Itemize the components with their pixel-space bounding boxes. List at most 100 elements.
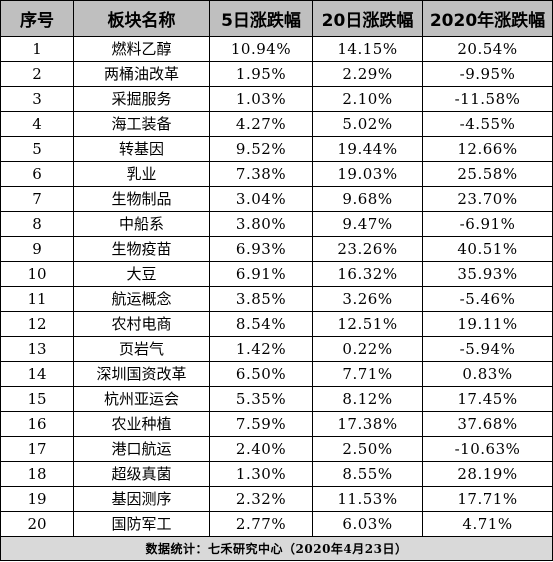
change-5day: 10.94% [209, 36, 313, 62]
header-index: 序号 [0, 0, 74, 37]
change-2020: -11.58% [422, 86, 553, 112]
row-index: 8 [0, 211, 74, 237]
row-index: 15 [0, 386, 74, 412]
table-row: 18 超级真菌 1.30% 8.55% 28.19% [0, 461, 553, 487]
sector-name: 杭州亚运会 [73, 386, 210, 412]
sector-name: 乳业 [73, 161, 210, 187]
change-20day: 0.22% [312, 336, 423, 362]
table-row: 13 页岩气 1.42% 0.22% -5.94% [0, 336, 553, 362]
sector-name: 采掘服务 [73, 86, 210, 112]
change-5day: 8.54% [209, 311, 313, 337]
table-row: 1 燃料乙醇 10.94% 14.15% 20.54% [0, 36, 553, 62]
row-index: 3 [0, 86, 74, 112]
change-20day: 6.03% [312, 511, 423, 537]
sector-name: 农业种植 [73, 411, 210, 437]
table-row: 12 农村电商 8.54% 12.51% 19.11% [0, 311, 553, 337]
header-row: 序号 板块名称 5日涨跌幅 20日涨跌幅 2020年涨跌幅 [0, 0, 553, 37]
row-index: 14 [0, 361, 74, 387]
change-5day: 3.80% [209, 211, 313, 237]
change-2020: 25.58% [422, 161, 553, 187]
row-index: 20 [0, 511, 74, 537]
table-body: 1 燃料乙醇 10.94% 14.15% 20.54% 2 两桶油改革 1.95% 2.29% -… [0, 36, 553, 537]
change-20day: 8.12% [312, 386, 423, 412]
sector-name: 深圳国资改革 [73, 361, 210, 387]
sector-name: 海工装备 [73, 111, 210, 137]
row-index: 6 [0, 161, 74, 187]
table-row: 2 两桶油改革 1.95% 2.29% -9.95% [0, 61, 553, 87]
row-index: 11 [0, 286, 74, 312]
row-index: 10 [0, 261, 74, 287]
change-20day: 12.51% [312, 311, 423, 337]
change-5day: 3.04% [209, 186, 313, 212]
header-sector-name: 板块名称 [73, 0, 210, 37]
header-5day-change: 5日涨跌幅 [209, 0, 313, 37]
sector-name: 燃料乙醇 [73, 36, 210, 62]
table-row: 4 海工装备 4.27% 5.02% -4.55% [0, 111, 553, 137]
table-row: 7 生物制品 3.04% 9.68% 23.70% [0, 186, 553, 212]
row-index: 17 [0, 436, 74, 462]
change-5day: 6.50% [209, 361, 313, 387]
change-20day: 7.71% [312, 361, 423, 387]
change-5day: 9.52% [209, 136, 313, 162]
row-index: 9 [0, 236, 74, 262]
change-20day: 14.15% [312, 36, 423, 62]
table-row: 8 中船系 3.80% 9.47% -6.91% [0, 211, 553, 237]
change-5day: 1.42% [209, 336, 313, 362]
table-row: 10 大豆 6.91% 16.32% 35.93% [0, 261, 553, 287]
change-20day: 23.26% [312, 236, 423, 262]
sector-name: 基因测序 [73, 486, 210, 512]
change-2020: -6.91% [422, 211, 553, 237]
change-5day: 3.85% [209, 286, 313, 312]
change-20day: 3.26% [312, 286, 423, 312]
change-5day: 1.03% [209, 86, 313, 112]
change-5day: 4.27% [209, 111, 313, 137]
change-2020: -9.95% [422, 61, 553, 87]
change-20day: 9.47% [312, 211, 423, 237]
table-row: 17 港口航运 2.40% 2.50% -10.63% [0, 436, 553, 462]
table-row: 14 深圳国资改革 6.50% 7.71% 0.83% [0, 361, 553, 387]
row-index: 7 [0, 186, 74, 212]
table-row: 11 航运概念 3.85% 3.26% -5.46% [0, 286, 553, 312]
footer-row: 数据统计：七禾研究中心（2020年4月23日） [0, 536, 553, 561]
change-5day: 7.59% [209, 411, 313, 437]
change-2020: 17.45% [422, 386, 553, 412]
change-20day: 2.50% [312, 436, 423, 462]
change-20day: 5.02% [312, 111, 423, 137]
change-2020: 28.19% [422, 461, 553, 487]
row-index: 18 [0, 461, 74, 487]
change-20day: 17.38% [312, 411, 423, 437]
change-2020: -5.46% [422, 286, 553, 312]
sector-name: 农村电商 [73, 311, 210, 337]
row-index: 5 [0, 136, 74, 162]
change-2020: 20.54% [422, 36, 553, 62]
row-index: 12 [0, 311, 74, 337]
change-2020: 19.11% [422, 311, 553, 337]
change-5day: 6.93% [209, 236, 313, 262]
change-20day: 2.10% [312, 86, 423, 112]
sector-name: 页岩气 [73, 336, 210, 362]
change-5day: 7.38% [209, 161, 313, 187]
change-20day: 8.55% [312, 461, 423, 487]
table-row: 20 国防军工 2.77% 6.03% 4.71% [0, 511, 553, 537]
change-2020: 0.83% [422, 361, 553, 387]
change-5day: 1.95% [209, 61, 313, 87]
change-5day: 6.91% [209, 261, 313, 287]
change-2020: -10.63% [422, 436, 553, 462]
change-5day: 5.35% [209, 386, 313, 412]
change-20day: 11.53% [312, 486, 423, 512]
row-index: 13 [0, 336, 74, 362]
sector-name: 超级真菌 [73, 461, 210, 487]
change-2020: 23.70% [422, 186, 553, 212]
table-row: 19 基因测序 2.32% 11.53% 17.71% [0, 486, 553, 512]
row-index: 16 [0, 411, 74, 437]
table-row: 5 转基因 9.52% 19.44% 12.66% [0, 136, 553, 162]
change-5day: 1.30% [209, 461, 313, 487]
change-5day: 2.77% [209, 511, 313, 537]
change-2020: -4.55% [422, 111, 553, 137]
table-row: 3 采掘服务 1.03% 2.10% -11.58% [0, 86, 553, 112]
change-2020: -5.94% [422, 336, 553, 362]
change-2020: 37.68% [422, 411, 553, 437]
change-2020: 17.71% [422, 486, 553, 512]
